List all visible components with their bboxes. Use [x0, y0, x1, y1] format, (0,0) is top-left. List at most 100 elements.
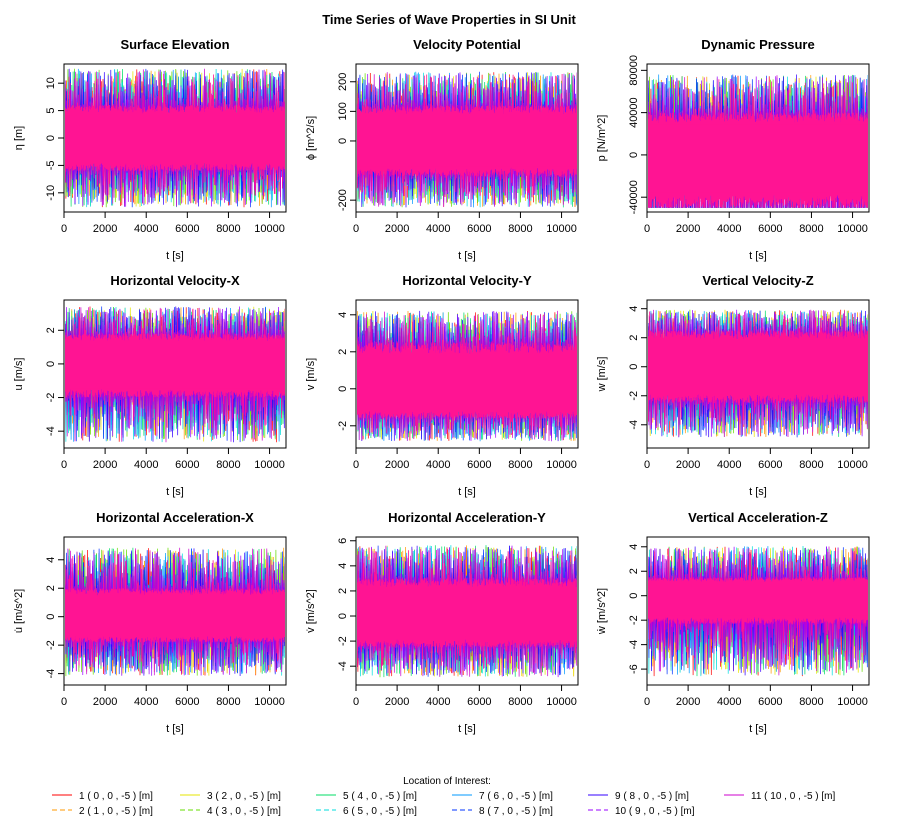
y-tick-label: 40000 — [628, 97, 640, 128]
x-tick-label: 6000 — [175, 696, 199, 708]
legend-item-5: 5 ( 4 , 0 , -5 ) [m] — [316, 791, 417, 802]
x-axis-label: t [s] — [749, 723, 767, 735]
x-tick-label: 10000 — [837, 223, 868, 235]
x-tick-label: 4000 — [426, 459, 450, 471]
x-tick-label: 0 — [61, 459, 67, 471]
y-tick-label: 2 — [628, 568, 640, 574]
x-tick-label: 10000 — [254, 223, 285, 235]
x-tick-label: 0 — [644, 696, 650, 708]
y-tick-label: 4 — [45, 557, 57, 563]
legend-item-6: 6 ( 5 , 0 , -5 ) [m] — [316, 806, 417, 817]
x-tick-label: 10000 — [837, 696, 868, 708]
series-lines — [648, 545, 868, 677]
x-tick-label: 10000 — [254, 696, 285, 708]
legend-label: 4 ( 3 , 0 , -5 ) [m] — [207, 806, 281, 817]
y-axis-label: ẇ [m/s^2] — [596, 588, 608, 635]
y-axis-label: η [m] — [13, 126, 25, 150]
x-tick-label: 4000 — [426, 696, 450, 708]
y-tick-label: 0 — [628, 364, 640, 370]
x-tick-label: 4000 — [134, 696, 158, 708]
x-tick-label: 2000 — [93, 459, 117, 471]
plot-frame — [355, 63, 579, 213]
y-tick-label: 4 — [337, 563, 349, 569]
y-axis-label: v [m/s] — [305, 358, 317, 390]
legend-item-4: 4 ( 3 , 0 , -5 ) [m] — [180, 806, 281, 817]
legend-item-1: 1 ( 0 , 0 , -5 ) [m] — [52, 791, 153, 802]
legend-title: Location of Interest: — [403, 776, 491, 787]
x-tick-label: 2000 — [385, 459, 409, 471]
y-tick-label: -4 — [337, 661, 349, 671]
panel-4: Horizontal Velocity-X 0 2000 4000 6000 8000 10… — [13, 273, 287, 498]
x-tick-label: 6000 — [467, 459, 491, 471]
panel-title: Vertical Acceleration-Z — [688, 510, 828, 525]
y-tick-label: -4 — [45, 426, 57, 436]
panel-title: Surface Elevation — [120, 37, 229, 52]
x-tick-label: 0 — [61, 696, 67, 708]
series-lines — [357, 545, 577, 678]
series-lines — [65, 68, 285, 208]
y-tick-label: -4 — [628, 420, 640, 430]
y-tick-label: 2 — [337, 588, 349, 594]
x-tick-label: 4000 — [134, 223, 158, 235]
plot-frame — [646, 299, 870, 449]
legend-label: 2 ( 1 , 0 , -5 ) [m] — [79, 806, 153, 817]
x-tick-label: 2000 — [93, 223, 117, 235]
y-tick-label: 80000 — [628, 55, 640, 86]
legend-label: 8 ( 7 , 0 , -5 ) [m] — [479, 806, 553, 817]
y-tick-label: 2 — [337, 349, 349, 355]
panel-8: Horizontal Acceleration-Y 0 2000 4000 6000 80… — [305, 510, 579, 735]
legend-item-3: 3 ( 2 , 0 , -5 ) [m] — [180, 791, 281, 802]
y-tick-label: -4 — [45, 669, 57, 679]
x-axis-label: t [s] — [458, 723, 476, 735]
legend-item-11: 11 ( 10 , 0 , -5 ) [m] — [724, 791, 836, 802]
series-core-band — [65, 596, 285, 636]
x-tick-label: 2000 — [385, 223, 409, 235]
x-tick-label: 2000 — [93, 696, 117, 708]
x-axis-label: t [s] — [458, 250, 476, 262]
legend-label: 11 ( 10 , 0 , -5 ) [m] — [751, 791, 836, 802]
series-core-band — [357, 115, 577, 167]
x-tick-label: 8000 — [799, 696, 823, 708]
y-axis-label: w [m/s] — [596, 357, 608, 393]
y-tick-label: 0 — [628, 593, 640, 599]
series-lines — [648, 309, 868, 438]
x-tick-label: 8000 — [799, 223, 823, 235]
legend-label: 9 ( 8 , 0 , -5 ) [m] — [615, 791, 689, 802]
y-axis-label: p [N/m^2] — [596, 115, 608, 162]
y-tick-label: 10 — [45, 77, 57, 89]
x-axis-label: t [s] — [458, 486, 476, 498]
x-tick-label: 10000 — [254, 459, 285, 471]
y-tick-label: -10 — [45, 185, 57, 201]
x-tick-label: 0 — [353, 459, 359, 471]
panel-title: Horizontal Velocity-Y — [402, 273, 532, 288]
x-tick-label: 10000 — [546, 459, 577, 471]
y-tick-label: -2 — [45, 393, 57, 403]
legend-item-10: 10 ( 9 , 0 , -5 ) [m] — [588, 806, 695, 817]
series-core-band — [648, 340, 868, 393]
panel-title: Horizontal Acceleration-Y — [388, 510, 546, 525]
series-lines — [648, 74, 868, 208]
panel-title: Velocity Potential — [413, 37, 521, 52]
x-tick-label: 4000 — [717, 223, 741, 235]
x-tick-label: 8000 — [508, 223, 532, 235]
x-tick-label: 10000 — [546, 696, 577, 708]
y-tick-label: 100 — [337, 102, 349, 120]
legend-item-9: 9 ( 8 , 0 , -5 ) [m] — [588, 791, 689, 802]
plot-frame — [63, 299, 287, 449]
x-tick-label: 6000 — [758, 696, 782, 708]
legend-item-7: 7 ( 6 , 0 , -5 ) [m] — [452, 791, 553, 802]
x-tick-label: 8000 — [216, 696, 240, 708]
x-tick-label: 10000 — [837, 459, 868, 471]
panel-title: Dynamic Pressure — [701, 37, 814, 52]
plot-frame — [646, 536, 870, 686]
y-tick-label: 6 — [337, 538, 349, 544]
plot-frame — [63, 536, 287, 686]
series-core-band — [65, 342, 285, 389]
y-tick-label: 2 — [45, 327, 57, 333]
panel-9: Vertical Acceleration-Z 0 2000 4000 6000 8000… — [596, 510, 870, 735]
y-tick-label: -4 — [628, 640, 640, 650]
y-tick-label: 200 — [337, 73, 349, 91]
x-tick-label: 8000 — [508, 459, 532, 471]
